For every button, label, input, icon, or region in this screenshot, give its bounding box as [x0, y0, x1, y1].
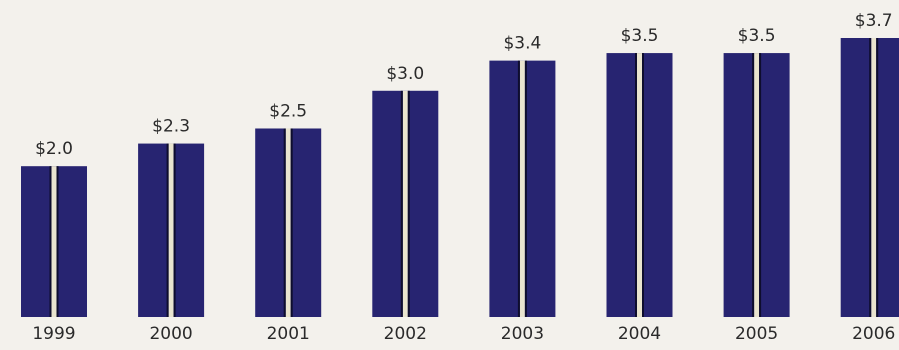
bar-2003	[489, 60, 556, 318]
bar-stripe	[871, 38, 877, 317]
bar-stripe	[51, 166, 57, 317]
value-label-2003: $3.4	[503, 34, 541, 54]
bar-stripe-edge	[173, 143, 176, 317]
bar-stripe-edge	[524, 60, 527, 318]
bar-stripe-edge	[517, 60, 520, 318]
bar-stripe-edge	[56, 166, 59, 317]
bar-stripe	[637, 53, 642, 317]
bar-stripe-edge	[752, 53, 755, 317]
bar-stripe-edge	[283, 128, 286, 317]
value-label-2006: $3.7	[855, 11, 893, 31]
bar-2000	[138, 143, 205, 317]
bars-layer	[21, 38, 899, 318]
category-label-1999: 1999	[32, 324, 75, 344]
category-labels-layer: 1999 2000 2001 2002 2003 2004 2005 2006	[32, 324, 895, 344]
category-label-2004: 2004	[618, 324, 661, 344]
category-label-2005: 2005	[735, 324, 778, 344]
value-label-2002: $3.0	[386, 64, 424, 84]
bar-2001	[255, 128, 322, 317]
bar-stripe	[754, 53, 760, 317]
bar-stripe-edge	[642, 53, 644, 317]
bar-stripe-edge	[166, 143, 169, 317]
category-label-2006: 2006	[852, 324, 895, 344]
bar-1999	[21, 166, 87, 317]
bar-2002	[372, 90, 439, 317]
value-label-2005: $3.5	[738, 26, 776, 46]
value-label-1999: $2.0	[35, 139, 73, 159]
bar-stripe-edge	[290, 128, 293, 317]
bar-2005	[723, 53, 790, 317]
value-label-2001: $2.5	[269, 101, 307, 121]
bar-stripe	[285, 128, 291, 317]
category-label-2001: 2001	[267, 324, 310, 344]
value-label-2000: $2.3	[152, 117, 190, 137]
bar-stripe-edge	[49, 166, 52, 317]
bar-stripe-edge	[407, 90, 410, 317]
bar-stripe-edge	[876, 38, 879, 317]
bar-stripe	[168, 143, 174, 317]
bar-stripe	[402, 90, 408, 317]
bar-2006	[840, 38, 899, 317]
bar-stripe	[519, 60, 525, 318]
bar-stripe-edge	[400, 90, 403, 317]
value-labels-layer: $2.0 $2.3 $2.5 $3.0 $3.4 $3.5 $3.5 $3.7	[35, 11, 893, 159]
category-label-2002: 2002	[384, 324, 427, 344]
bar-stripe-edge	[759, 53, 762, 317]
bar-stripe-edge	[869, 38, 872, 317]
category-label-2003: 2003	[501, 324, 544, 344]
bar-2004	[606, 53, 673, 317]
bar-stripe-edge	[635, 53, 637, 317]
category-label-2000: 2000	[149, 324, 192, 344]
value-label-2004: $3.5	[621, 26, 659, 46]
